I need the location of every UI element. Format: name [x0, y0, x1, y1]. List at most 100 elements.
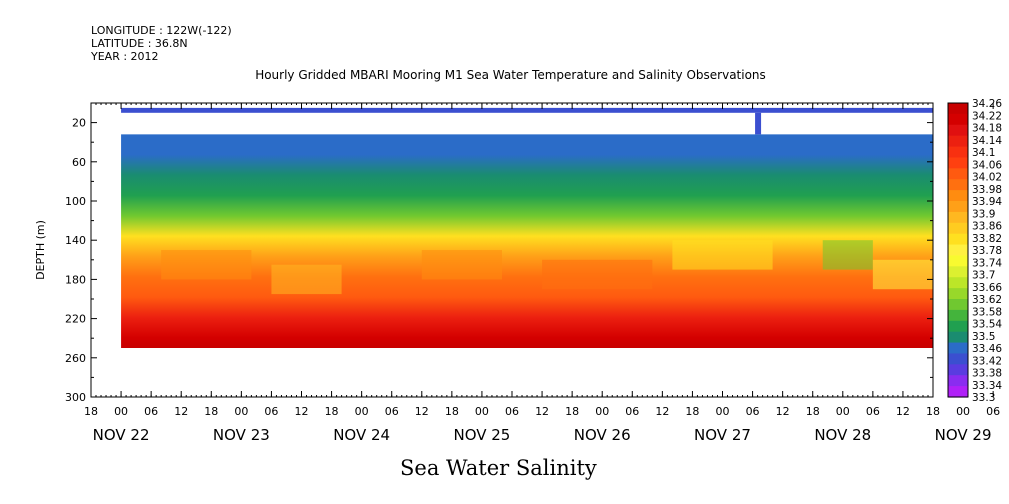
colorbar-label: 34.26 — [972, 98, 1002, 110]
colorbar-label: 33.86 — [972, 221, 1002, 233]
colorbar-label: 33.7 — [972, 270, 995, 282]
field-streak-3 — [542, 259, 653, 290]
colorbar-label: 33.94 — [972, 196, 1002, 208]
y-tick-label: 20 — [72, 117, 86, 130]
x-tick-label: 06 — [746, 405, 760, 418]
salinity-field — [121, 134, 934, 348]
x-tick-label: 06 — [625, 405, 639, 418]
y-tick-label: 260 — [65, 352, 86, 365]
x-tick-label: 06 — [264, 405, 278, 418]
x-day-label: NOV 25 — [453, 426, 510, 444]
variable-label: Sea Water Salinity — [400, 456, 597, 480]
plot-area — [121, 107, 934, 348]
colorbar-swatch — [948, 190, 968, 202]
x-tick-label: 12 — [776, 405, 790, 418]
axes: 20 60 100 140 180 220 260 300 DEPTH (m) 18 00 06 12 1… — [34, 102, 1000, 444]
y-axis-label: DEPTH (m) — [34, 220, 47, 280]
x-tick-label: 18 — [325, 405, 339, 418]
x-tick-label: 12 — [174, 405, 188, 418]
colorbar: 34.2634.2234.1834.1434.134.0634.0233.983… — [947, 98, 1002, 404]
colorbar-swatch — [948, 375, 968, 387]
colorbar-label: 33.62 — [972, 294, 1002, 306]
colorbar-label: 34.02 — [972, 172, 1002, 184]
field-streak-5 — [822, 240, 873, 270]
colorbar-label: 33.38 — [972, 368, 1002, 380]
y-tick-label: 140 — [65, 234, 86, 247]
x-day-label: NOV 22 — [93, 426, 150, 444]
colorbar-label: 33.98 — [972, 184, 1002, 196]
x-tick-label: 00 — [475, 405, 489, 418]
longitude-label: LONGITUDE : 122W(-122) — [91, 24, 232, 37]
colorbar-swatch — [948, 211, 968, 224]
colorbar-swatch — [948, 157, 968, 169]
x-tick-label: 06 — [385, 405, 399, 418]
x-day-label: NOV 29 — [935, 426, 992, 444]
x-tick-label: 00 — [234, 405, 248, 418]
x-tick-label: 18 — [445, 405, 459, 418]
x-tick-label: 18 — [204, 405, 218, 418]
colorbar-swatch — [948, 331, 968, 344]
colorbar-swatch — [948, 288, 968, 300]
x-day-label: NOV 24 — [333, 426, 390, 444]
x-tick-label: 00 — [836, 405, 850, 418]
colorbar-swatch — [948, 364, 968, 376]
colorbar-swatch — [948, 342, 968, 355]
colorbar-label: 33.66 — [972, 282, 1002, 294]
x-tick-label: 12 — [896, 405, 910, 418]
colorbar-label: 33.82 — [972, 233, 1002, 245]
colorbar-swatch — [948, 353, 968, 365]
x-day-label: NOV 26 — [574, 426, 631, 444]
x-day-label: NOV 27 — [694, 426, 751, 444]
x-tick-label: 06 — [505, 405, 519, 418]
x-tick-label: 12 — [295, 405, 309, 418]
x-tick-label: 00 — [595, 405, 609, 418]
y-tick-label: 60 — [72, 156, 86, 169]
colorbar-swatch — [948, 299, 968, 311]
colorbar-swatch — [948, 255, 968, 267]
x-tick-label: 00 — [716, 405, 730, 418]
colorbar-label: 34.18 — [972, 123, 1002, 135]
colorbar-label: 34.22 — [972, 110, 1002, 122]
colorbar-swatch — [948, 320, 968, 333]
y-tick-label: 220 — [65, 313, 86, 326]
colorbar-label: 34.14 — [972, 135, 1002, 147]
colorbar-swatch — [948, 233, 968, 246]
colorbar-label: 33.5 — [972, 331, 995, 343]
field-streak-6 — [872, 259, 933, 290]
chart-title: Hourly Gridded MBARI Mooring M1 Sea Wate… — [255, 68, 766, 82]
y-tick-label: 180 — [65, 273, 86, 286]
colorbar-label: 33.42 — [972, 355, 1002, 367]
colorbar-label: 33.46 — [972, 343, 1002, 355]
y-tick-label: 100 — [65, 195, 86, 208]
surface-band — [121, 107, 934, 113]
x-day-label: NOV 28 — [814, 426, 871, 444]
colorbar-label: 33.34 — [972, 380, 1002, 392]
x-tick-label: 18 — [806, 405, 820, 418]
year-label: YEAR : 2012 — [91, 50, 159, 63]
colorbar-swatch — [948, 146, 968, 159]
field-streak-2 — [421, 250, 502, 280]
x-tick-label: 18 — [685, 405, 699, 418]
colorbar-swatch — [948, 309, 968, 322]
colorbar-swatch — [948, 135, 968, 148]
colorbar-frame — [947, 102, 969, 398]
colorbar-swatch — [948, 201, 968, 213]
field-streak-0 — [161, 250, 252, 280]
colorbar-label: 34.06 — [972, 159, 1002, 171]
colorbar-label: 34.1 — [972, 147, 995, 159]
colorbar-swatch — [948, 124, 968, 137]
data-spike — [755, 112, 762, 135]
colorbar-label: 33.58 — [972, 306, 1002, 318]
x-tick-label: 06 — [986, 405, 1000, 418]
colorbar-label: 33.3 — [972, 392, 995, 404]
x-tick-label: 00 — [114, 405, 128, 418]
colorbar-label: 33.9 — [972, 208, 995, 220]
field-streak-1 — [271, 264, 342, 295]
x-tick-label: 18 — [926, 405, 940, 418]
x-tick-label: 00 — [355, 405, 369, 418]
x-tick-label: 18 — [565, 405, 579, 418]
x-tick-label: 12 — [415, 405, 429, 418]
field-streak-4 — [672, 240, 773, 270]
x-tick-label: 06 — [144, 405, 158, 418]
